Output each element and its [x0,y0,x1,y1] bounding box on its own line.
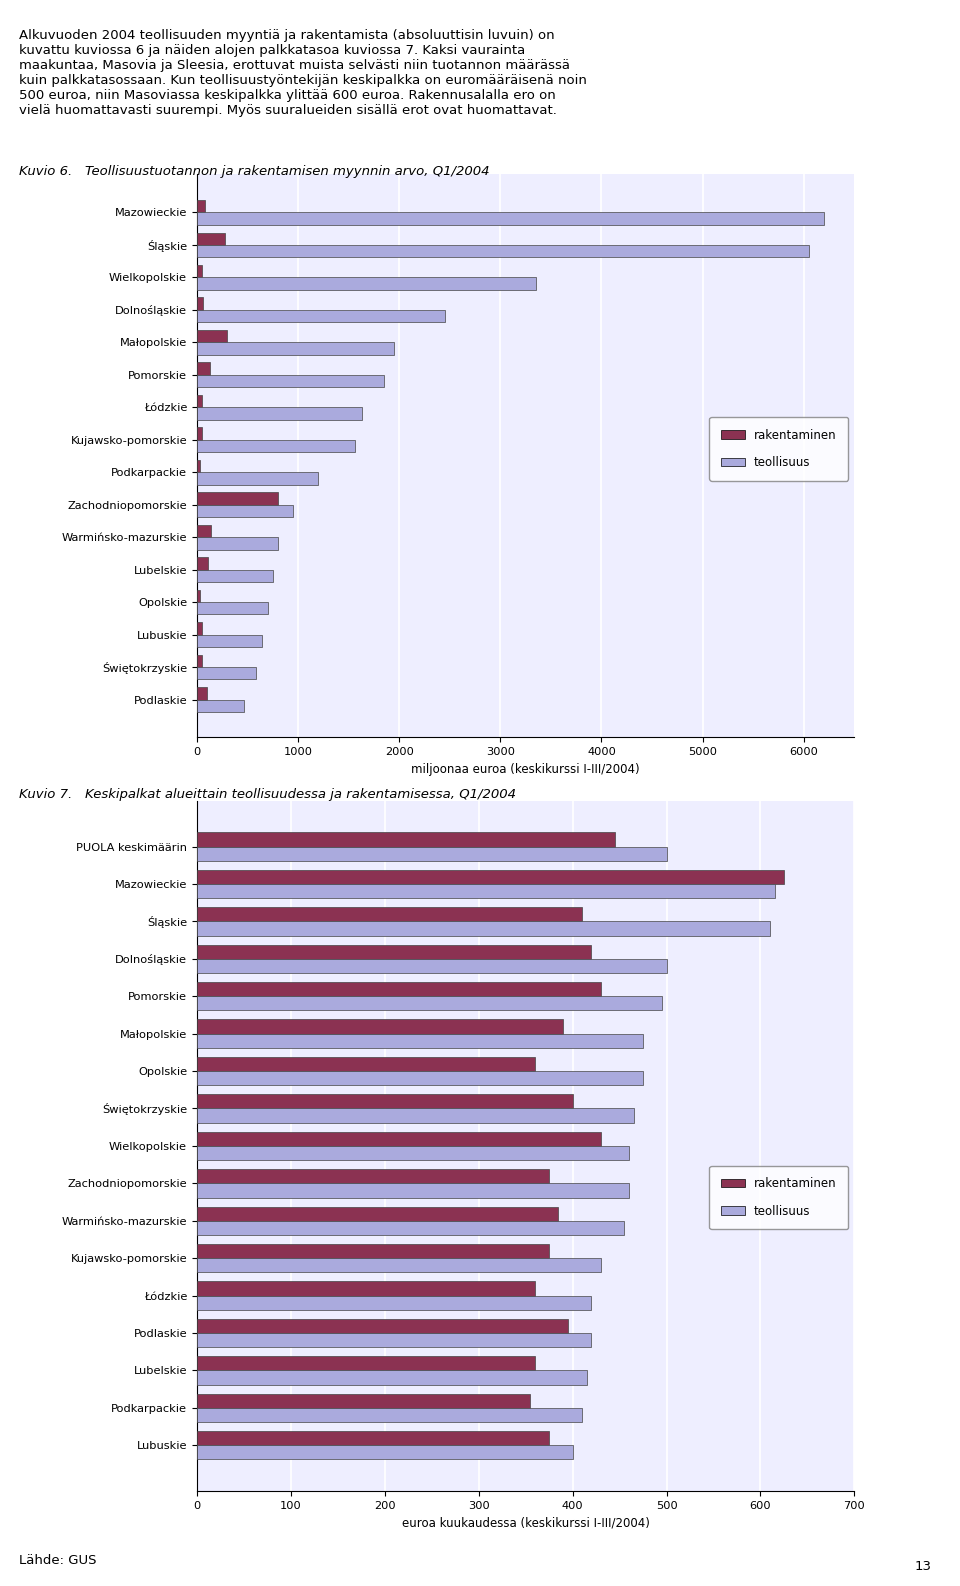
Bar [197,996,661,1010]
Bar [197,374,384,387]
Bar [197,473,318,485]
Bar [197,213,824,225]
Text: Kuvio 6.   Teollisuustuotannon ja rakentamisen myynnin arvo, Q1/2004: Kuvio 6. Teollisuustuotannon ja rakentam… [19,165,490,178]
Text: 13: 13 [914,1561,931,1573]
Bar [197,1243,549,1258]
Bar [197,538,277,549]
Bar [197,1094,572,1109]
Bar [197,395,202,408]
Bar [197,298,203,309]
Bar [197,1145,629,1159]
Legend: rakentaminen, teollisuus: rakentaminen, teollisuus [709,417,849,481]
Bar [197,1207,559,1221]
Bar [197,668,256,679]
Bar [197,1281,535,1296]
Bar [197,309,444,322]
Bar [197,1431,549,1445]
Bar [197,569,273,582]
Bar [197,1258,601,1272]
Text: Lähde: GUS: Lähde: GUS [19,1554,97,1567]
Bar [197,278,536,290]
Bar [197,460,200,473]
Bar [197,408,362,420]
Bar [197,1320,568,1332]
Bar [197,492,277,504]
Bar [197,265,202,278]
Bar [197,504,293,517]
Text: Alkuvuoden 2004 teollisuuden myyntiä ja rakentamista (absoluuttisin luvuin) on
k: Alkuvuoden 2004 teollisuuden myyntiä ja … [19,29,588,116]
Bar [197,1356,535,1370]
Bar [197,1221,624,1235]
Bar [197,233,226,244]
Bar [197,833,614,847]
Bar [197,343,394,355]
Bar [197,634,261,647]
Bar [197,1071,643,1085]
Bar [197,1332,591,1347]
Bar [197,945,591,960]
Bar [197,960,666,972]
Bar [197,1132,601,1145]
Bar [197,1109,634,1123]
X-axis label: miljoonaa euroa (keskikurssi I-III/2004): miljoonaa euroa (keskikurssi I-III/2004) [411,763,640,776]
Legend: rakentaminen, teollisuus: rakentaminen, teollisuus [709,1166,849,1229]
Bar [197,1056,535,1071]
Bar [197,907,582,921]
Bar [197,525,211,538]
Bar [197,1034,643,1048]
Bar [197,330,228,343]
Bar [197,847,666,861]
Bar [197,200,204,213]
Bar [197,590,200,603]
Bar [197,244,809,257]
Bar [197,869,784,883]
Bar [197,1183,629,1197]
Bar [197,1394,530,1408]
Bar [197,622,202,634]
Bar [197,699,245,712]
Bar [197,1296,591,1310]
Bar [197,427,202,439]
Bar [197,1370,587,1385]
Bar [197,557,208,569]
X-axis label: euroa kuukaudessa (keskikurssi I-III/2004): euroa kuukaudessa (keskikurssi I-III/200… [401,1516,650,1529]
Bar [197,982,601,996]
Bar [197,439,354,452]
Bar [197,1408,582,1423]
Bar [197,1020,564,1034]
Bar [197,921,770,936]
Bar [197,603,268,614]
Text: Kuvio 7.   Keskipalkat alueittain teollisuudessa ja rakentamisessa, Q1/2004: Kuvio 7. Keskipalkat alueittain teollisu… [19,788,516,801]
Bar [197,883,775,898]
Bar [197,655,202,668]
Bar [197,687,207,699]
Bar [197,1169,549,1183]
Bar [197,363,210,374]
Bar [197,1445,572,1459]
